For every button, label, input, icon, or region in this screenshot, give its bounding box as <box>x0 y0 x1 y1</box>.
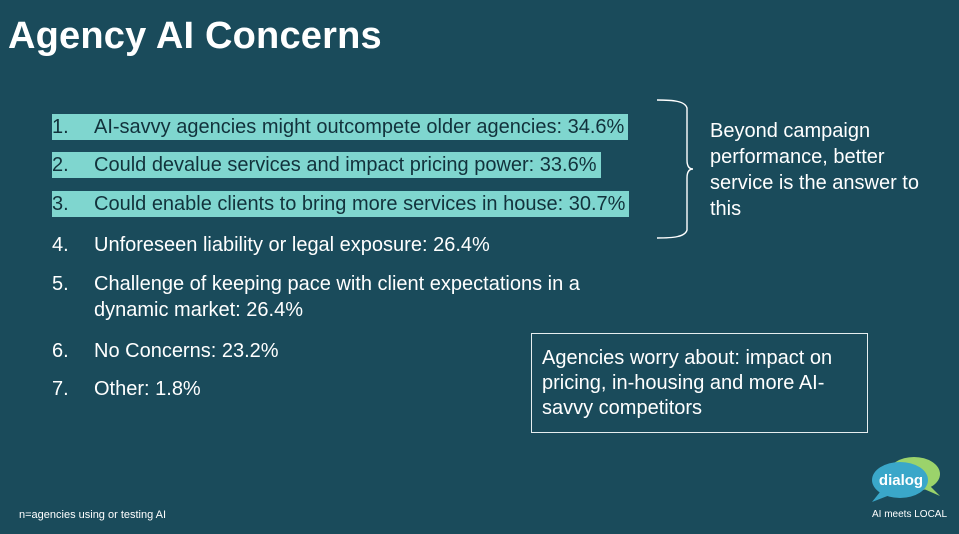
list-item-number: 2. <box>52 154 69 176</box>
list-item-text: Could enable clients to bring more servi… <box>94 193 626 215</box>
footnote: n=agencies using or testing AI <box>19 509 167 521</box>
list-item: 6. No Concerns: 23.2% <box>52 338 672 364</box>
list-item-text: Could devalue services and impact pricin… <box>94 154 597 176</box>
right-brace <box>656 99 694 239</box>
list-item-number: 5. <box>52 273 69 295</box>
list-item-number: 1. <box>52 116 69 138</box>
list-item: 7. Other: 1.8% <box>52 376 672 402</box>
logo-bubble-front <box>872 462 928 502</box>
list-item-text: Other: 1.8% <box>94 378 201 400</box>
list-item-text: Challenge of keeping pace with client ex… <box>94 273 580 321</box>
list-item: 5. Challenge of keeping pace with client … <box>52 271 672 323</box>
callout-box: Agencies worry about: impact on pricing,… <box>531 333 868 433</box>
list-item-text: AI-savvy agencies might outcompete older… <box>94 116 625 138</box>
list-item-text: Unforeseen liability or legal exposure: … <box>94 234 490 256</box>
logo-word: dialog <box>879 472 923 489</box>
list-item: 1. AI-savvy agencies might outcompete old… <box>52 114 629 140</box>
list-item-number: 3. <box>52 193 69 215</box>
list-item-text: No Concerns: 23.2% <box>94 340 279 362</box>
list-item: 4. Unforeseen liability or legal exposure… <box>52 232 672 258</box>
list-item: 3. Could enable clients to bring more ser… <box>52 191 630 217</box>
logo-tagline: AI meets LOCAL <box>872 509 948 520</box>
dialog-logo: dialog <box>872 457 940 502</box>
list-item-number: 7. <box>52 378 69 400</box>
list-item: 2. Could devalue services and impact pric… <box>52 152 601 178</box>
list-item-number: 4. <box>52 234 69 256</box>
list-item-number: 6. <box>52 340 69 362</box>
slide-title: Agency AI Concerns <box>8 15 382 57</box>
side-note: Beyond campaign performance, better serv… <box>710 120 919 220</box>
